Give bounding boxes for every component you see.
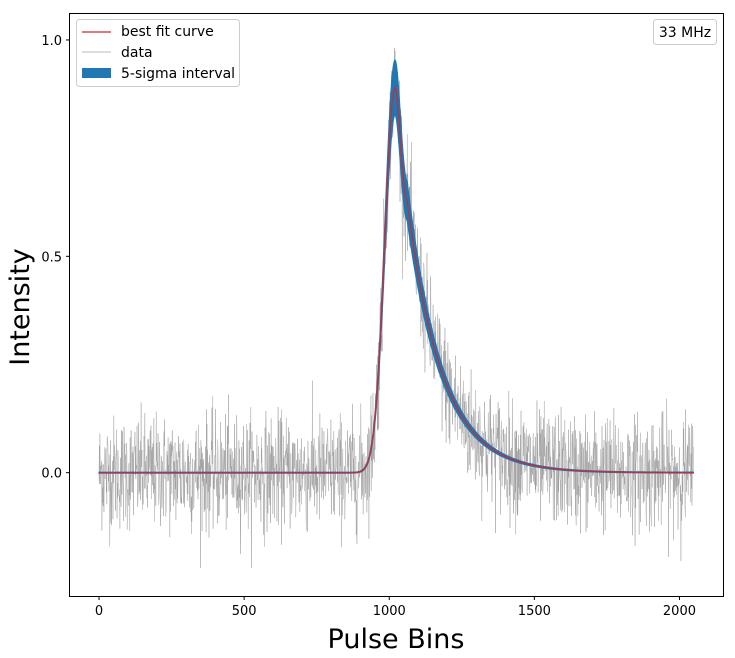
x-tick-label: 1500	[518, 604, 551, 619]
x-axis: 0 500 1000 1500 2000	[95, 596, 696, 619]
data-series-layer	[98, 47, 695, 568]
y-axis: 0.0 0.5 1.0	[41, 34, 70, 482]
x-tick-label: 0	[95, 604, 103, 619]
x-tick-label: 500	[232, 604, 257, 619]
plot-area	[98, 47, 695, 568]
legend-box	[76, 19, 240, 87]
y-tick-label: 0.5	[41, 250, 62, 265]
x-axis-title: Pulse Bins	[328, 624, 465, 655]
y-tick-label: 0.0	[41, 467, 62, 482]
y-axis-title: Intensity	[5, 248, 36, 366]
legend-label-interval: 5-sigma interval	[121, 66, 235, 82]
annotation-label: 33 MHz	[659, 25, 711, 41]
legend-label-best-fit: best fit curve	[121, 24, 214, 40]
frequency-annotation: 33 MHz	[653, 19, 717, 45]
y-tick-label: 1.0	[41, 34, 62, 49]
legend-label-data: data	[121, 45, 153, 61]
legend-marker-interval	[82, 68, 111, 78]
annotation-box	[653, 19, 717, 45]
x-tick-label: 1000	[373, 604, 406, 619]
legend: best fit curve data 5-sigma interval	[76, 19, 240, 87]
x-tick-label: 2000	[663, 604, 696, 619]
plot-frame	[69, 13, 724, 597]
best-fit-curve	[99, 86, 694, 474]
